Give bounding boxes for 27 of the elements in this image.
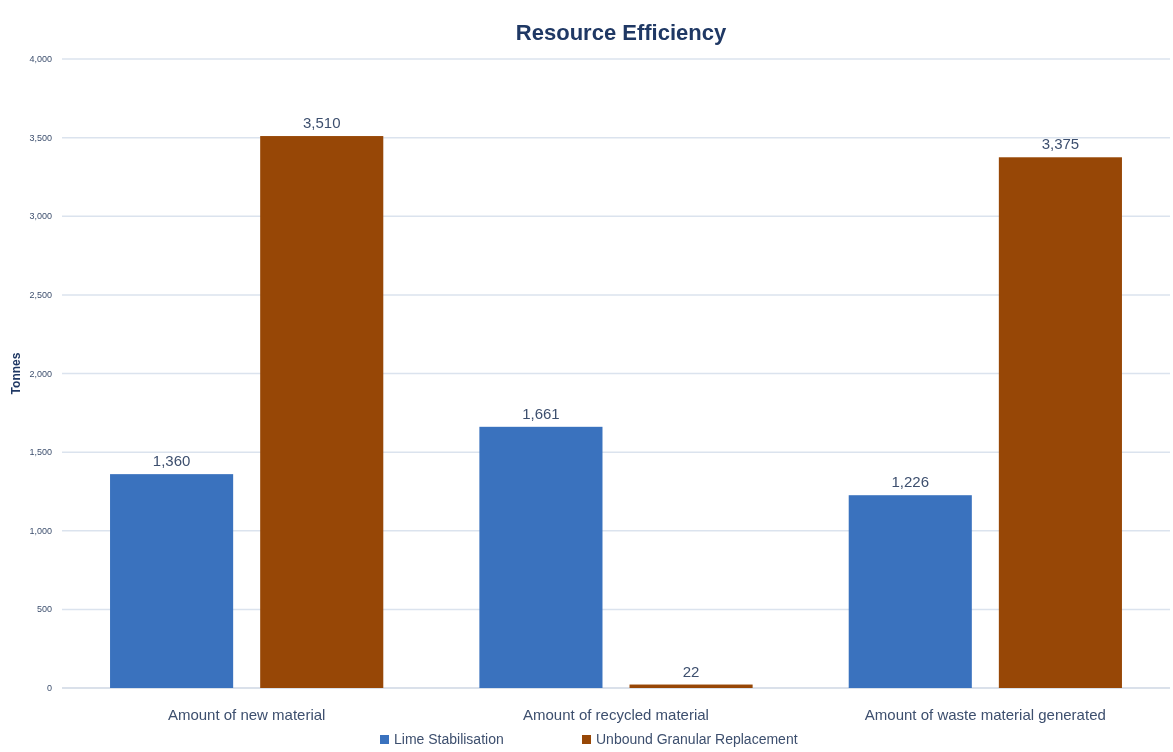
bar xyxy=(479,426,603,688)
x-tick-label: Amount of recycled material xyxy=(523,706,709,723)
legend-label: Unbound Granular Replacement xyxy=(596,731,798,747)
data-label: 3,510 xyxy=(302,114,341,132)
data-label: 3,375 xyxy=(1041,135,1080,153)
data-label: 22 xyxy=(682,662,700,680)
bar xyxy=(260,136,384,688)
x-tick-label: Amount of waste material generated xyxy=(864,706,1106,723)
y-tick-label: 1,000 xyxy=(29,525,52,536)
data-label: 1,226 xyxy=(891,473,930,491)
y-tick-label: 3,000 xyxy=(29,211,52,222)
y-tick-label: 4,000 xyxy=(29,54,52,64)
legend-label: Lime Stabilisation xyxy=(394,731,504,747)
x-tick-label: Amount of new material xyxy=(167,706,326,723)
y-tick-label: 0 xyxy=(46,683,52,693)
y-axis-title: Tonnes xyxy=(9,352,23,395)
y-tick-label: 2,500 xyxy=(29,289,52,300)
bar xyxy=(110,474,234,688)
bar xyxy=(848,495,972,688)
data-label: 1,661 xyxy=(522,404,560,422)
y-tick-label: 2,000 xyxy=(29,368,52,379)
chart-title: Resource Efficiency xyxy=(515,20,727,45)
y-tick-label: 1,500 xyxy=(29,447,52,458)
bar xyxy=(998,157,1122,688)
data-label: 1,360 xyxy=(152,452,191,470)
y-tick-label: 500 xyxy=(36,604,52,615)
y-tick-label: 3,500 xyxy=(29,132,52,143)
